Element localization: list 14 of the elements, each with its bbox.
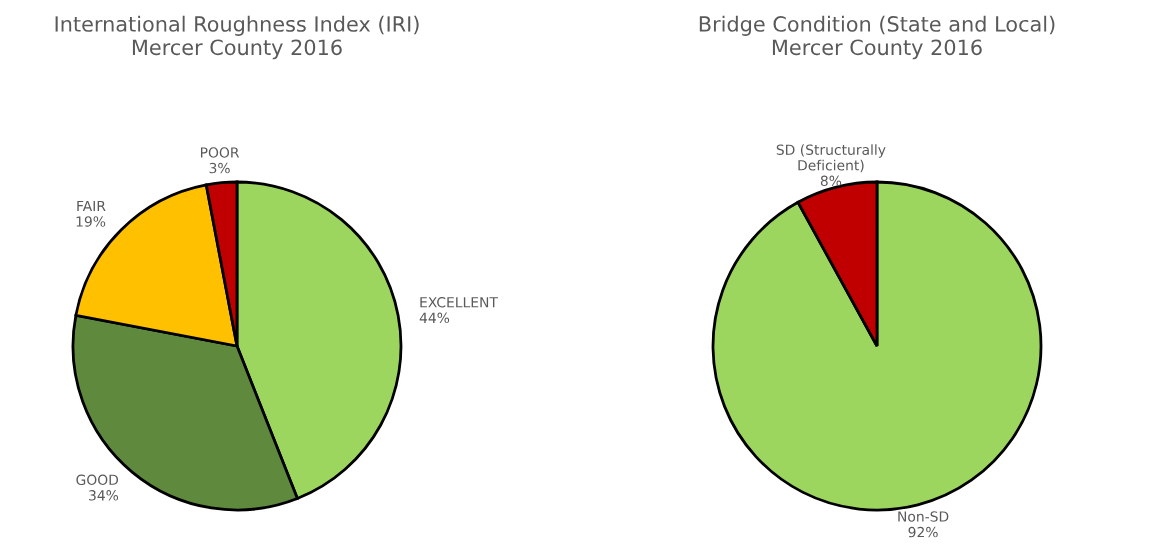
slice-label: GOOD — [76, 474, 119, 486]
slice-label: FAIR — [77, 200, 106, 212]
chart-title: International Roughness Index (IRI) Mercer County 2016 — [55, 15, 419, 60]
data-label: 92% — [908, 526, 938, 538]
data-label: 8% — [820, 175, 842, 187]
chart-title: Bridge Condition (State and Local) Mercer County 2016 — [699, 15, 1055, 60]
slice-label: EXCELLENT — [420, 297, 498, 308]
slice-label: POOR — [200, 147, 240, 158]
data-label: 34% — [89, 490, 119, 501]
data-label: 19% — [76, 216, 106, 227]
slice-label: Non-SD — [898, 511, 949, 522]
data-label: 44% — [419, 312, 450, 324]
data-label: 3% — [209, 162, 230, 174]
slice-label: SD (Structurally Deficient) — [776, 144, 886, 173]
